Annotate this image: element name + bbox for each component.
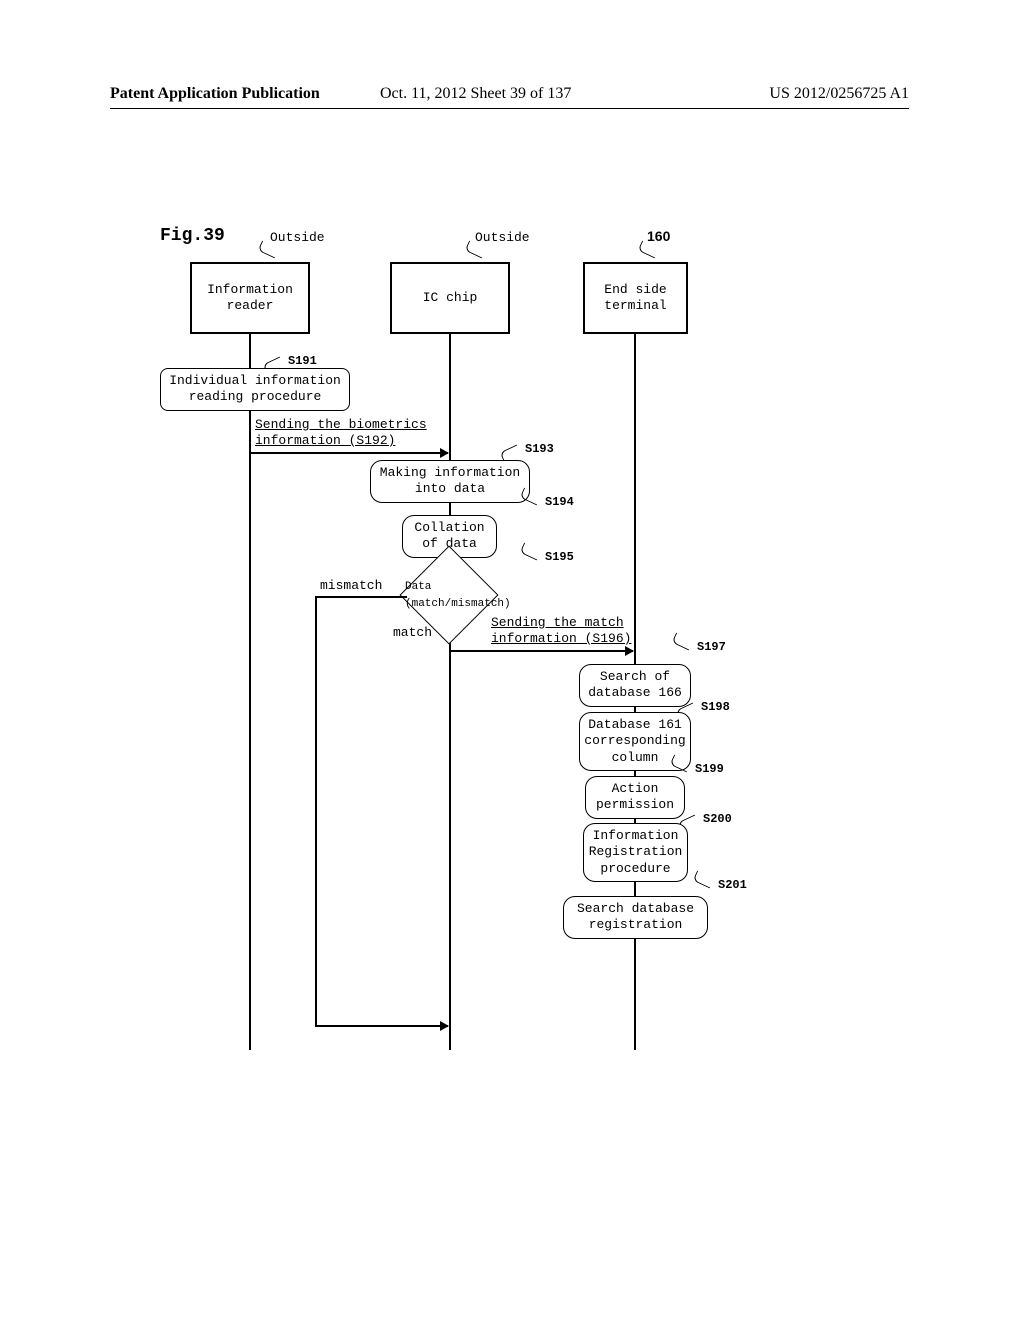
step-s191-label: S191: [288, 354, 317, 368]
step-s198-label: S198: [701, 700, 730, 714]
step-s193-box: Making information into data: [370, 460, 530, 503]
header-center: Oct. 11, 2012 Sheet 39 of 137: [380, 85, 571, 103]
arrow-s196: [451, 650, 633, 652]
step-s200-box: Information Registration procedure: [583, 823, 688, 882]
arrow-s192: [251, 452, 448, 454]
step-s199-label: S199: [695, 762, 724, 776]
actor-information-reader: Information reader: [190, 262, 310, 334]
diamond-text: Data (match/mismatch): [405, 578, 495, 612]
step-s196-label: Sending the match information (S196): [491, 615, 631, 648]
step-s201-label: S201: [718, 878, 747, 892]
step-s194-label: S194: [545, 495, 574, 509]
step-s199-box: Action permission: [585, 776, 685, 819]
step-s200-label: S200: [703, 812, 732, 826]
actor3-ref: 160: [647, 228, 670, 244]
header-right: US 2012/0256725 A1: [769, 85, 909, 103]
actor2-title: IC chip: [423, 290, 478, 306]
sequence-diagram: Fig.39 Outside Information reader Outsid…: [165, 220, 885, 1070]
lifeline-a1: [249, 334, 251, 1050]
actor2-top-label: Outside: [475, 230, 530, 245]
step-s195-label: S195: [545, 550, 574, 564]
match-label: match: [393, 625, 432, 641]
header-rule: [110, 108, 909, 109]
step-s191-text: Individual information reading procedure: [169, 373, 341, 406]
line-mismatch-v: [315, 596, 317, 1025]
actor1-title: Information reader: [207, 282, 293, 315]
actor3-title: End side terminal: [604, 282, 666, 315]
step-s197-box: Search of database 166: [579, 664, 691, 707]
step-s198-text: Database 161 corresponding column: [584, 717, 685, 766]
step-s201-text: Search database registration: [577, 901, 694, 934]
step-s192-label: Sending the biometrics information (S192…: [255, 417, 427, 450]
step-s200-text: Information Registration procedure: [589, 828, 683, 877]
step-s191-box: Individual information reading procedure: [160, 368, 350, 411]
step-s199-text: Action permission: [596, 781, 674, 814]
actor-end-side-terminal: End side terminal: [583, 262, 688, 334]
mismatch-label: mismatch: [320, 578, 382, 594]
step-s193-label: S193: [525, 442, 554, 456]
actor1-top-label: Outside: [270, 230, 325, 245]
arrow-mismatch-return: [315, 1025, 448, 1027]
step-s197-label: S197: [697, 640, 726, 654]
actor-ic-chip: IC chip: [390, 262, 510, 334]
lifeline-a2: [449, 334, 451, 1050]
step-s201-box: Search database registration: [563, 896, 708, 939]
header-left: Patent Application Publication: [110, 85, 320, 103]
line-mismatch-h: [315, 596, 407, 598]
figure-label: Fig.39: [160, 226, 225, 246]
step-s193-text: Making information into data: [380, 465, 520, 498]
step-s197-text: Search of database 166: [588, 669, 682, 702]
